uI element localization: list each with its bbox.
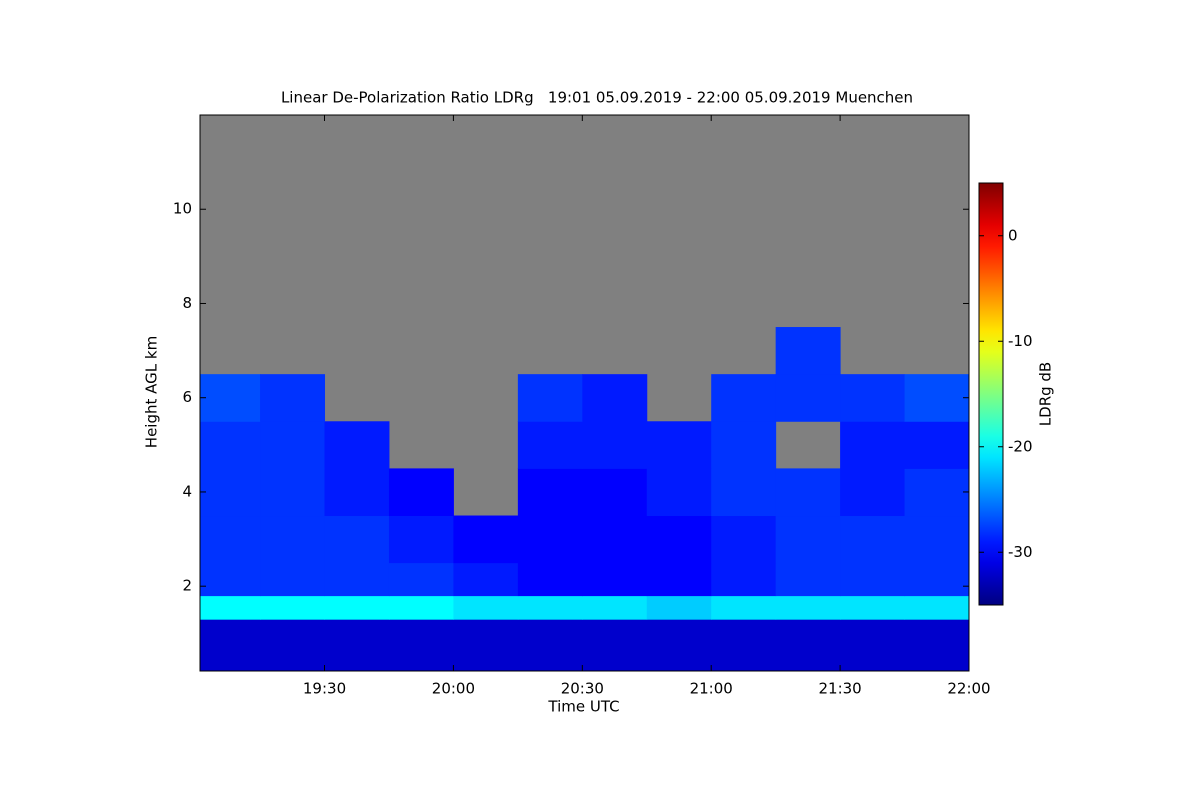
heatmap-cell [200,562,261,597]
heatmap-cell [646,619,712,672]
heatmap-cell [200,468,261,517]
colorbar-tick-label: -20 [1008,437,1033,455]
heatmap-cell [840,374,906,422]
heatmap-cell [260,421,326,469]
heatmap-cell [582,468,648,517]
heatmap-cell [775,327,841,375]
heatmap-cell [904,421,970,469]
heatmap-cell [840,619,906,672]
plot-frame [199,114,970,672]
heatmap-cell [582,374,648,422]
colorbar-tick-label: 0 [1008,226,1018,244]
heatmap-cell [775,562,841,597]
y-tick-label: 6 [182,388,192,406]
heatmap-cell [260,595,326,620]
x-tick-label: 20:00 [432,680,475,698]
heatmap-cell [840,515,906,564]
heatmap-cell [517,468,583,517]
x-axis-label: Time UTC [547,698,619,716]
heatmap-cell [453,595,519,620]
x-tick-label: 19:30 [303,680,346,698]
heatmap-cell [388,562,454,597]
heatmap-cell [840,468,906,517]
heatmap-cell [324,562,390,597]
heatmap-cell [453,562,519,597]
heatmap-cell [260,468,326,517]
heatmap-cell [646,515,712,564]
heatmap-cell [840,595,906,620]
x-tick-label: 21:30 [818,680,861,698]
heatmap-cell [517,515,583,564]
heatmap-cell [840,562,906,597]
heatmap-cell [904,619,970,672]
y-tick-label: 8 [182,294,192,312]
heatmap-cell [711,374,777,422]
heatmap-cell [904,595,970,620]
heatmap-cell [200,619,261,672]
heatmap-cell [582,595,648,620]
heatmap-cell [582,515,648,564]
heatmap-cell [646,468,712,517]
colorbar-tick-label: -30 [1008,543,1033,561]
heatmap-cell [324,468,390,517]
heatmap-cell [200,374,261,422]
x-tick-label: 21:00 [690,680,733,698]
heatmap-cell [646,595,712,620]
heatmap-cell [260,619,326,672]
heatmap-cell [517,421,583,469]
y-tick-label: 4 [182,482,192,500]
heatmap-cell [646,562,712,597]
heatmap-cell [711,421,777,469]
heatmap-cell [200,421,261,469]
heatmap-cell [840,421,906,469]
heatmap-cell [711,468,777,517]
heatmap-cell [775,595,841,620]
heatmap-cell [517,619,583,672]
heatmap-cell [711,562,777,597]
colorbar-tick-label: -10 [1008,332,1033,350]
heatmap-cell [582,421,648,469]
heatmap-cell [260,562,326,597]
colorbar [978,182,1004,606]
heatmap-cell [453,515,519,564]
heatmap-cell [775,374,841,422]
heatmap-cell [324,619,390,672]
heatmap-cell [775,619,841,672]
heatmap-cell [388,619,454,672]
heatmap-cell [646,421,712,469]
heatmap-cell [775,468,841,517]
y-tick-label: 10 [173,200,192,218]
colorbar-label: LDRg dB [1037,362,1055,426]
heatmap-cell [711,515,777,564]
chart-title: Linear De-Polarization Ratio LDRg 19:01 … [281,89,913,107]
heatmap-cell [388,468,454,517]
y-axis-label: Height AGL km [143,336,161,448]
heatmap-cell [388,595,454,620]
heatmap-cell [582,619,648,672]
heatmap-cell [517,595,583,620]
heatmap-cell [388,515,454,564]
x-tick-label: 20:30 [561,680,604,698]
heatmap-cell [260,515,326,564]
heatmap-cell [904,374,970,422]
heatmap-cell [711,595,777,620]
heatmap-cell [711,619,777,672]
heatmap-cell [517,562,583,597]
heatmap-cell [904,562,970,597]
heatmap-cell [200,595,261,620]
y-tick-label: 2 [182,577,192,595]
heatmap-cell [260,374,326,422]
heatmap-cell [517,374,583,422]
heatmap-cell [324,421,390,469]
heatmap-cell [324,515,390,564]
heatmap-cell [200,515,261,564]
x-tick-label: 22:00 [947,680,990,698]
heatmap-cell [904,468,970,517]
heatmap-cell [453,619,519,672]
heatmap-cell [324,595,390,620]
heatmap-cell [775,515,841,564]
heatmap-cell [582,562,648,597]
heatmap-cell [904,515,970,564]
